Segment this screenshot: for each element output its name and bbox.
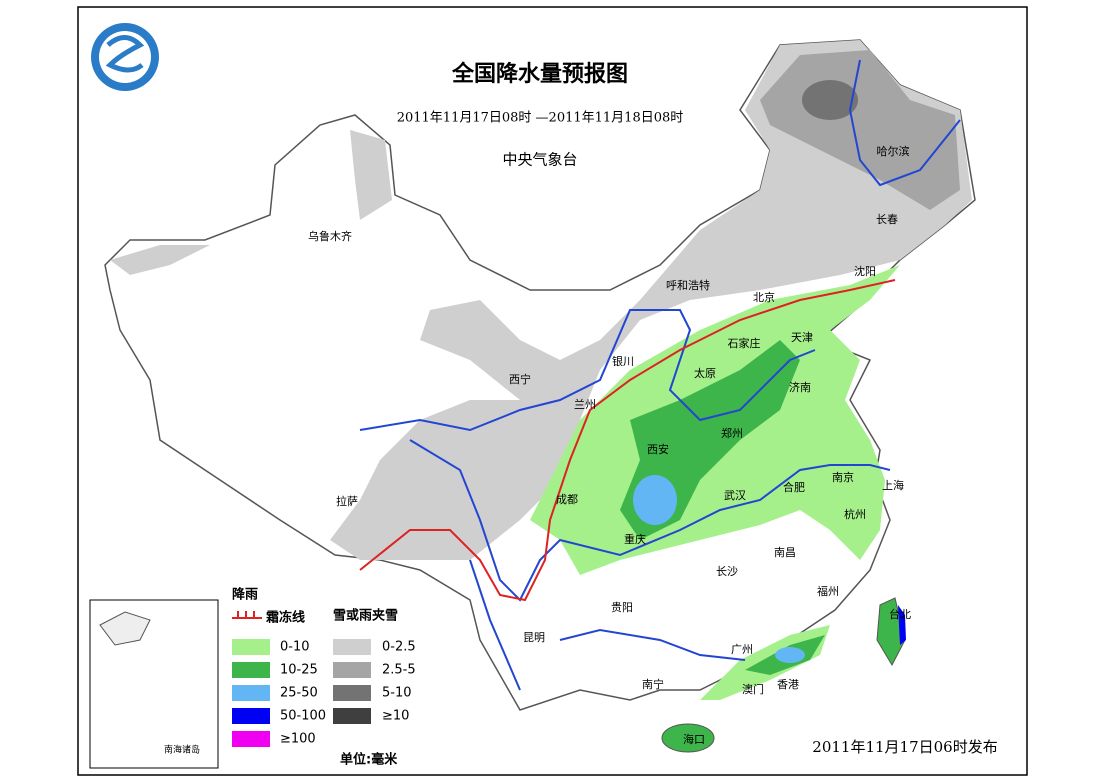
city-label: 济南: [789, 380, 811, 394]
rain-area: [633, 475, 677, 525]
legend-swatch: [333, 685, 371, 701]
snow-area: [110, 245, 210, 275]
frost-symbol: [232, 611, 262, 619]
hainan: [661, 723, 715, 753]
legend-unit: 单位:毫米: [340, 752, 398, 768]
legend-swatch: [232, 639, 270, 655]
legend-label: ≥10: [382, 709, 409, 724]
legend-swatch: [333, 708, 371, 724]
legend-label: 5-10: [382, 686, 412, 701]
legend-label: 2.5-5: [382, 663, 416, 678]
city-label: 北京: [753, 290, 775, 304]
city-label: 西宁: [509, 372, 531, 386]
city-label: 海口: [683, 732, 705, 746]
legend-label: ≥100: [280, 732, 316, 747]
legend-label: 0-10: [280, 640, 310, 655]
legend-swatch: [232, 708, 270, 724]
legend-swatch: [333, 639, 371, 655]
city-label: 重庆: [624, 532, 646, 546]
snow-area: [350, 130, 392, 220]
taiwan: [876, 597, 906, 667]
legend-frost: 霜冻线: [265, 610, 305, 626]
legend-swatch: [333, 662, 371, 678]
city-label: 郑州: [721, 426, 743, 440]
rain-area: [898, 605, 906, 645]
city-label: 长沙: [716, 565, 738, 578]
lancang-river: [469, 559, 521, 691]
city-label: 呼和浩特: [666, 278, 710, 292]
city-label: 杭州: [844, 507, 866, 521]
city-label: 石家庄: [728, 336, 761, 350]
city-label: 广州: [731, 643, 753, 656]
city-label: 南昌: [774, 546, 796, 559]
inset-coast: [99, 611, 151, 646]
city-label: 长春: [876, 213, 898, 226]
songhua-river: [848, 59, 961, 187]
city-label: 武汉: [724, 489, 746, 502]
city-label: 乌鲁木齐: [308, 229, 352, 243]
city-label: 拉萨: [336, 494, 358, 508]
city-label: 西安: [647, 442, 669, 456]
period: 2011年11月17日08时 —2011年11月18日08时: [397, 111, 684, 126]
legend-swatch: [232, 685, 270, 701]
city-label: 贵阳: [611, 601, 633, 614]
city-label: 兰州: [574, 398, 596, 411]
city-label: 太原: [694, 367, 716, 380]
snow-area: [802, 80, 858, 120]
legend-label: 10-25: [280, 663, 318, 678]
agency: 中央气象台: [502, 151, 577, 169]
city-label: 昆明: [523, 631, 545, 644]
frost-line: [359, 279, 896, 602]
snow-area: [330, 40, 972, 560]
legend-label: 25-50: [280, 686, 318, 701]
inset-label: 南海诸岛: [164, 744, 200, 756]
legend-label: 50-100: [280, 709, 326, 724]
city-label: 沈阳: [854, 264, 876, 278]
city-label: 哈尔滨: [877, 144, 910, 158]
title: 全国降水量预报图: [451, 61, 628, 87]
rain-area: [775, 647, 805, 663]
legend-swatch: [232, 662, 270, 678]
logo: [105, 35, 145, 73]
issue-time: 2011年11月17日06时发布: [812, 738, 997, 756]
city-label: 香港: [777, 678, 799, 691]
legend-title: 降雨: [232, 587, 258, 603]
city-label: 合肥: [783, 480, 805, 494]
city-label: 南京: [832, 470, 854, 484]
legend-swatch: [232, 731, 270, 747]
city-label: 台北: [889, 607, 911, 621]
city-label: 上海: [882, 478, 904, 492]
pearl-river: [559, 628, 746, 661]
city-label: 南宁: [642, 677, 664, 691]
legend-snow-title: 雪或雨夹雪: [333, 608, 398, 624]
city-label: 福州: [817, 584, 839, 598]
inset-box: [89, 599, 219, 769]
legend-label: 0-2.5: [382, 640, 416, 655]
yangtze-river: [409, 439, 891, 602]
city-label: 澳门: [742, 682, 764, 696]
city-label: 天津: [791, 331, 813, 344]
yellow-river: [359, 309, 816, 432]
city-label: 成都: [556, 493, 578, 506]
city-label: 银川: [612, 354, 634, 368]
